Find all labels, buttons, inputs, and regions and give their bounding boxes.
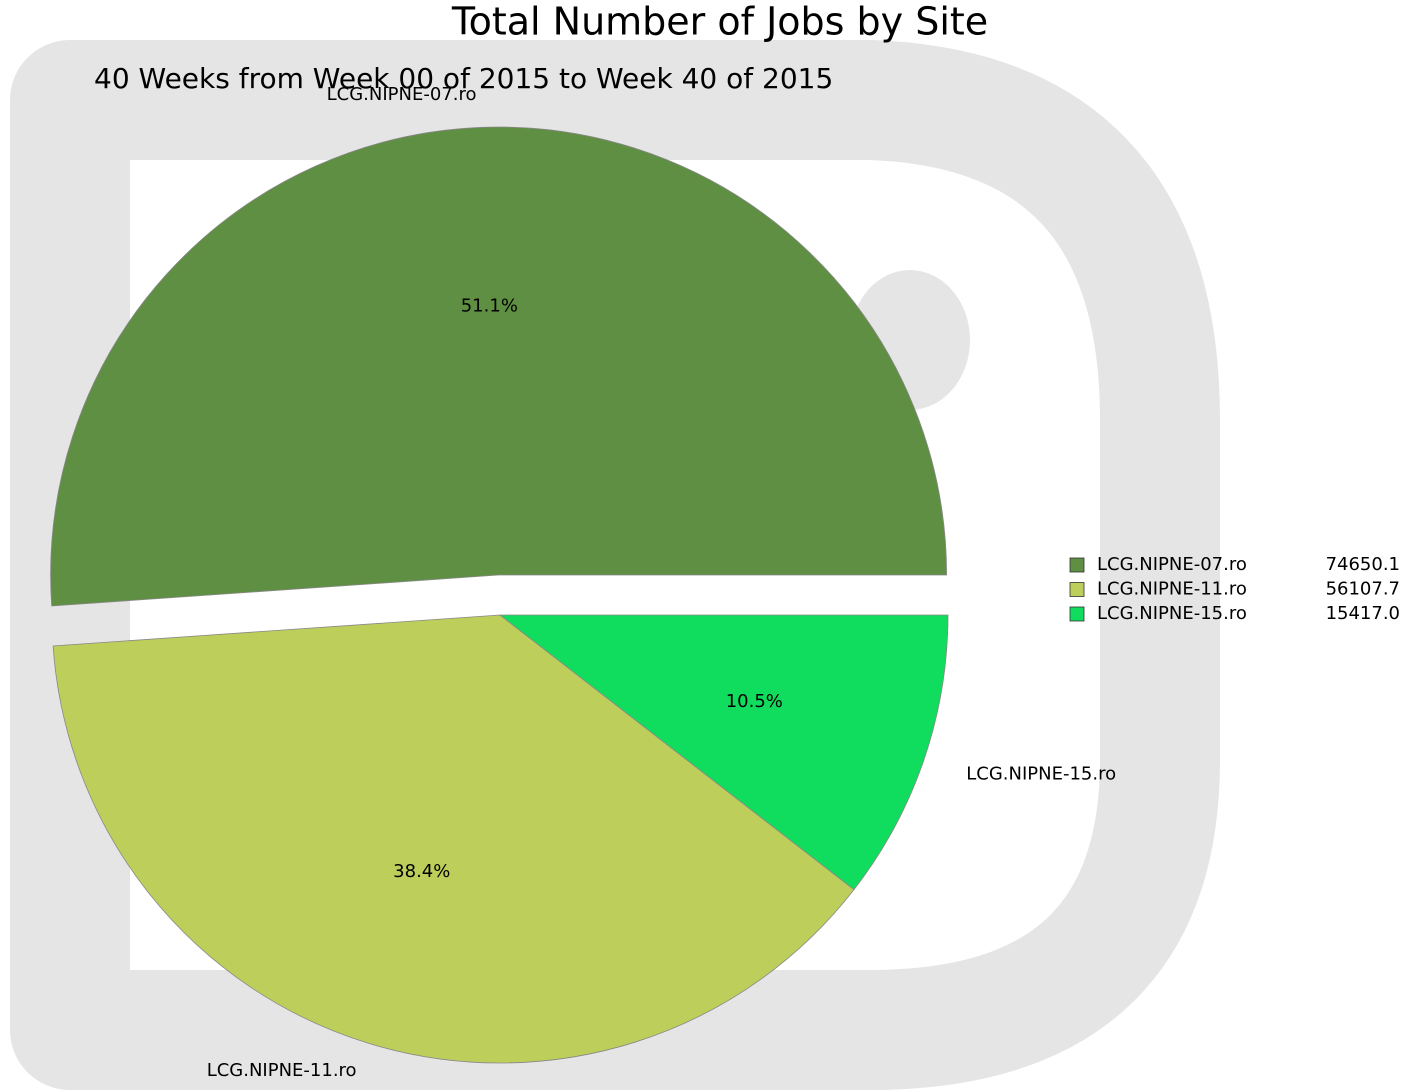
legend-value: 74650.1	[1326, 554, 1400, 575]
chart-subtitle: 40 Weeks from Week 00 of 2015 to Week 40…	[94, 62, 833, 95]
legend-label: LCG.NIPNE-15.ro	[1097, 603, 1247, 624]
legend-swatch	[1069, 557, 1085, 573]
legend-label: LCG.NIPNE-07.ro	[1097, 554, 1247, 575]
pie-slice	[50, 126, 948, 607]
slice-label: LCG.NIPNE-15.ro	[966, 764, 1116, 785]
legend: LCG.NIPNE-07.ro 74650.1 LCG.NIPNE-11.ro 561…	[1069, 554, 1400, 624]
legend-swatch	[1069, 582, 1085, 597]
pie-slice	[498, 614, 949, 891]
pie-slice	[52, 614, 855, 1064]
slice-label: LCG.NIPNE-07.ro	[327, 84, 477, 105]
slice-label: LCG.NIPNE-11.ro	[207, 1060, 357, 1081]
pie: 51.1% LCG.NIPNE-07.ro 38.4% LCG.NIPNE-11.ro…	[50, 84, 1116, 1081]
legend-value: 56107.7	[1326, 579, 1400, 600]
slice-percent: 51.1%	[461, 295, 518, 316]
legend-label: LCG.NIPNE-11.ro	[1097, 579, 1247, 600]
slice-percent: 38.4%	[393, 861, 450, 882]
slice-percent: 10.5%	[726, 691, 783, 712]
legend-swatch	[1069, 606, 1085, 622]
legend-value: 15417.0	[1326, 603, 1400, 624]
chart-title: Total Number of Jobs by Site	[451, 0, 988, 44]
